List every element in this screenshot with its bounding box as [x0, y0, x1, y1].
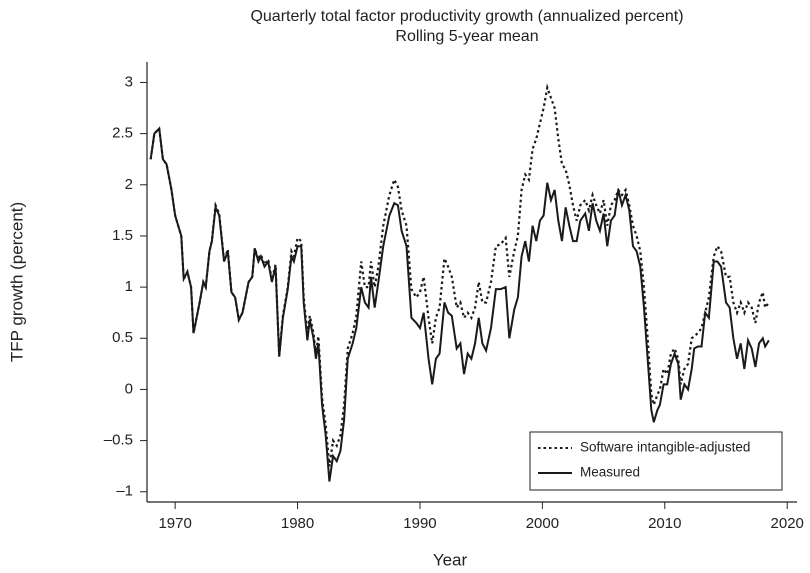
series-line	[149, 126, 770, 482]
legend-box	[529, 431, 783, 491]
x-tick-label: 2010	[648, 515, 681, 532]
y-tick-label: 3	[125, 73, 133, 90]
chart-subtitle: Rolling 5-year mean	[395, 28, 538, 45]
x-tick-label: 1990	[403, 515, 436, 532]
legend-label: Software intangible-adjusted	[580, 440, 750, 455]
y-tick-label: 1.5	[112, 227, 133, 244]
y-tick-label: –0.5	[104, 432, 133, 449]
y-axis-label: TFP growth (percent)	[7, 202, 26, 362]
chart-title: Quarterly total factor productivity grow…	[250, 8, 683, 25]
x-axis-label: Year	[433, 550, 468, 569]
legend-label: Measured	[580, 465, 640, 480]
y-tick-label: –1	[116, 483, 133, 500]
x-tick-label: 1980	[281, 515, 314, 532]
x-tick-label: 1970	[158, 515, 191, 532]
x-tick-label: 2020	[771, 515, 804, 532]
series-line	[149, 83, 770, 467]
x-tick-label: 2000	[526, 515, 559, 532]
y-tick-label: 0.5	[112, 329, 133, 346]
y-tick-label: 2.5	[112, 125, 133, 142]
y-tick-label: 2	[125, 176, 133, 193]
y-tick-label: 0	[125, 380, 133, 397]
y-tick-label: 1	[125, 278, 133, 295]
